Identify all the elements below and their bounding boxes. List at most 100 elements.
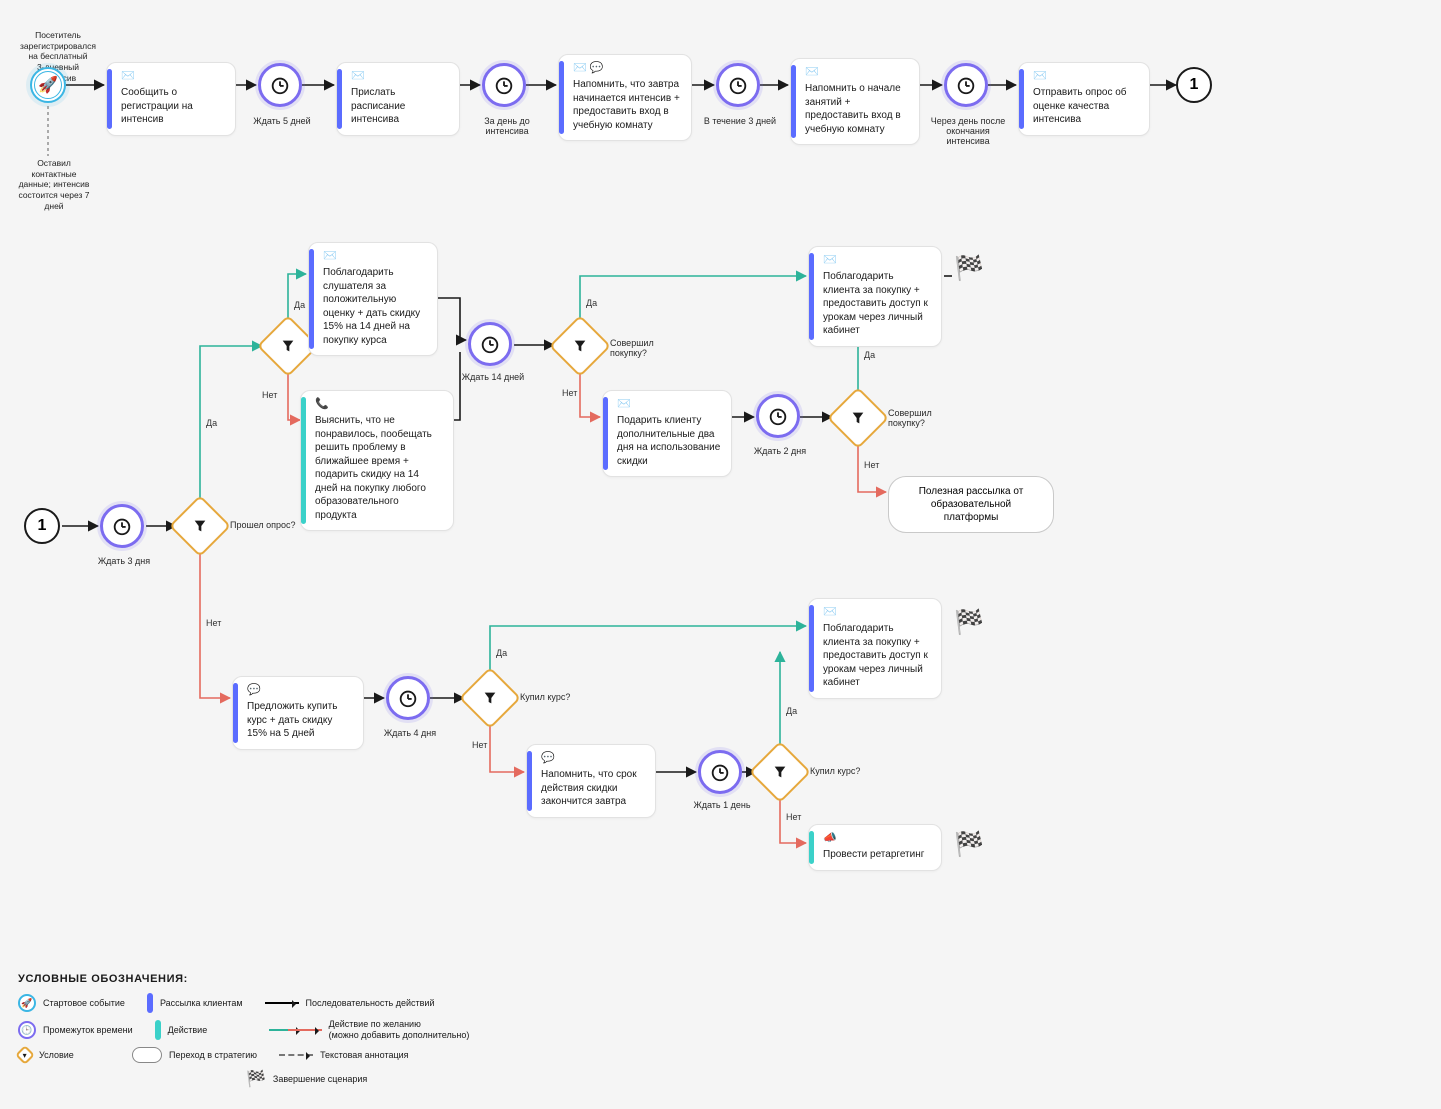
timer-label: За день до интенсива	[472, 116, 542, 136]
mail-chat-icon: ✉️ 💬	[573, 63, 681, 74]
edge-label-yes: Да	[864, 350, 875, 360]
end-flag-1: 🏁	[954, 254, 984, 283]
legend-title: УСЛОВНЫЕ ОБОЗНАЧЕНИЯ:	[18, 973, 469, 985]
edge-label-no: Нет	[786, 812, 801, 822]
connector-label: 1	[38, 517, 47, 535]
edges-layer	[0, 0, 1441, 1109]
rocket-icon: 🚀	[38, 75, 58, 95]
card-send-schedule: ✉️ Прислать расписание интенсива	[336, 62, 460, 136]
timer-label: Ждать 4 дня	[378, 728, 442, 738]
decision-label: Купил курс?	[520, 692, 570, 702]
decision-purchased-2	[827, 387, 889, 449]
card-text: Выяснить, что не понравилось, пообещать …	[315, 414, 443, 522]
edge-label-yes: Да	[206, 418, 217, 428]
mail-icon: ✉️	[617, 399, 721, 410]
legend-text: Действие по желанию (можно добавить допо…	[329, 1019, 470, 1041]
timer-2days	[756, 394, 800, 438]
connector-1-out: 1	[1176, 67, 1212, 103]
pill-text: Полезная рассылка от образовательной пла…	[919, 486, 1024, 523]
card-access-bot: ✉️ Поблагодарить клиента за покупку + пр…	[808, 598, 942, 699]
card-problem-discount: 📞 Выяснить, что не понравилось, пообещат…	[300, 390, 454, 531]
chat-icon: 💬	[541, 753, 645, 764]
mail-icon: ✉️	[1033, 71, 1139, 82]
mail-icon: ✉️	[323, 251, 427, 262]
timer-label: Ждать 3 дня	[94, 556, 154, 566]
rocket-icon: 🚀	[18, 994, 36, 1012]
end-flag-3: 🏁	[954, 830, 984, 859]
card-thanks-discount: ✉️ Поблагодарить слушателя за положитель…	[308, 242, 438, 356]
strategy-pill: Полезная рассылка от образовательной пла…	[888, 476, 1054, 533]
legend-text: Стартовое событие	[43, 998, 125, 1009]
card-offer-course: 💬 Предложить купить курс + дать скидку 1…	[232, 676, 364, 750]
card-text: Напомнить, что срок действия скидки зако…	[541, 768, 645, 809]
card-text: Подарить клиенту дополнительные два дня …	[617, 414, 721, 468]
legend-text: Текстовая аннотация	[320, 1050, 408, 1061]
legend: УСЛОВНЫЕ ОБОЗНАЧЕНИЯ: 🚀 Стартовое событие…	[18, 973, 469, 1095]
card-text: Прислать расписание интенсива	[351, 86, 449, 127]
timer-day-before	[482, 63, 526, 107]
timer-5days	[258, 63, 302, 107]
legend-text: Условие	[39, 1050, 74, 1061]
edge-label-no: Нет	[562, 388, 577, 398]
card-text: Провести ретаргетинг	[823, 848, 931, 862]
end-flag-2: 🏁	[954, 608, 984, 637]
card-text: Отправить опрос об оценке качества интен…	[1033, 86, 1139, 127]
timer-label: Ждать 2 дня	[748, 446, 812, 456]
edge-label-yes: Да	[586, 298, 597, 308]
card-text: Поблагодарить слушателя за положительную…	[323, 266, 427, 347]
card-plus2days: ✉️ Подарить клиенту дополнительные два д…	[602, 390, 732, 477]
card-text: Напомнить, что завтра начинается интенси…	[573, 78, 681, 132]
card-text: Предложить купить курс + дать скидку 15%…	[247, 700, 353, 741]
mail-icon: ✉️	[823, 255, 931, 266]
start-annotation-bottom: Оставил контактные данные; интенсив сост…	[14, 158, 94, 211]
mail-icon: ✉️	[121, 71, 225, 82]
legend-text: Последовательность действий	[306, 998, 435, 1009]
legend-text: Завершение сценария	[273, 1074, 367, 1085]
card-text: Поблагодарить клиента за покупку + предо…	[823, 270, 931, 338]
stripe-blue-icon	[147, 993, 153, 1013]
edge-label-no: Нет	[262, 390, 277, 400]
decision-survey-done	[169, 495, 231, 557]
timer-after-end	[944, 63, 988, 107]
timer-label: Через день после окончания интенсива	[928, 116, 1008, 146]
timer-4days	[386, 676, 430, 720]
connector-1-in: 1	[24, 508, 60, 544]
arrow-black-icon	[265, 1002, 299, 1004]
legend-text: Действие	[168, 1025, 208, 1036]
timer-14days	[468, 322, 512, 366]
decision-bought-course	[459, 667, 521, 729]
timer-label: Ждать 14 дней	[458, 372, 528, 382]
decision-label: Совершил покупку?	[888, 408, 932, 428]
legend-text: Рассылка клиентам	[160, 998, 243, 1009]
card-send-survey: ✉️ Отправить опрос об оценке качества ин…	[1018, 62, 1150, 136]
decision-label: Прошел опрос?	[230, 520, 296, 530]
card-notify-registration: ✉️ Сообщить о регистрации на интенсив	[106, 62, 236, 136]
filter-icon: ▾	[15, 1045, 35, 1065]
decision-purchased	[549, 315, 611, 377]
mail-icon: ✉️	[351, 71, 449, 82]
start-event: 🚀	[30, 67, 66, 103]
mail-icon: ✉️	[823, 607, 931, 618]
decision-label: Совершил покупку?	[610, 338, 654, 358]
legend-text: Переход в стратегию	[169, 1050, 257, 1061]
pill-icon	[132, 1047, 162, 1063]
flowchart-canvas: { "colors": { "start_ring": "#3bb6e4", "…	[0, 0, 1441, 1109]
mail-icon: ✉️	[805, 67, 909, 78]
chat-icon: 💬	[247, 685, 353, 696]
card-start-lessons: ✉️ Напомнить о начале занятий + предоста…	[790, 58, 920, 145]
arrow-red-icon	[288, 1029, 322, 1031]
flag-icon: 🏁	[246, 1069, 266, 1089]
edge-label-yes: Да	[496, 648, 507, 658]
edge-label-no: Нет	[864, 460, 879, 470]
card-access-mid: ✉️ Поблагодарить клиента за покупку + пр…	[808, 246, 942, 347]
card-text: Напомнить о начале занятий + предоставит…	[805, 82, 909, 136]
timer-label: Ждать 5 дней	[252, 116, 312, 126]
edge-label-no: Нет	[206, 618, 221, 628]
phone-icon: 📞	[315, 399, 443, 410]
dash-icon	[279, 1054, 313, 1056]
connector-label: 1	[1190, 76, 1199, 94]
decision-bought-course-2	[749, 741, 811, 803]
card-reminder-tomorrow: ✉️ 💬 Напомнить, что завтра начинается ин…	[558, 54, 692, 141]
megaphone-icon: 📣	[823, 833, 931, 844]
clock-icon: 🕒	[18, 1021, 36, 1039]
